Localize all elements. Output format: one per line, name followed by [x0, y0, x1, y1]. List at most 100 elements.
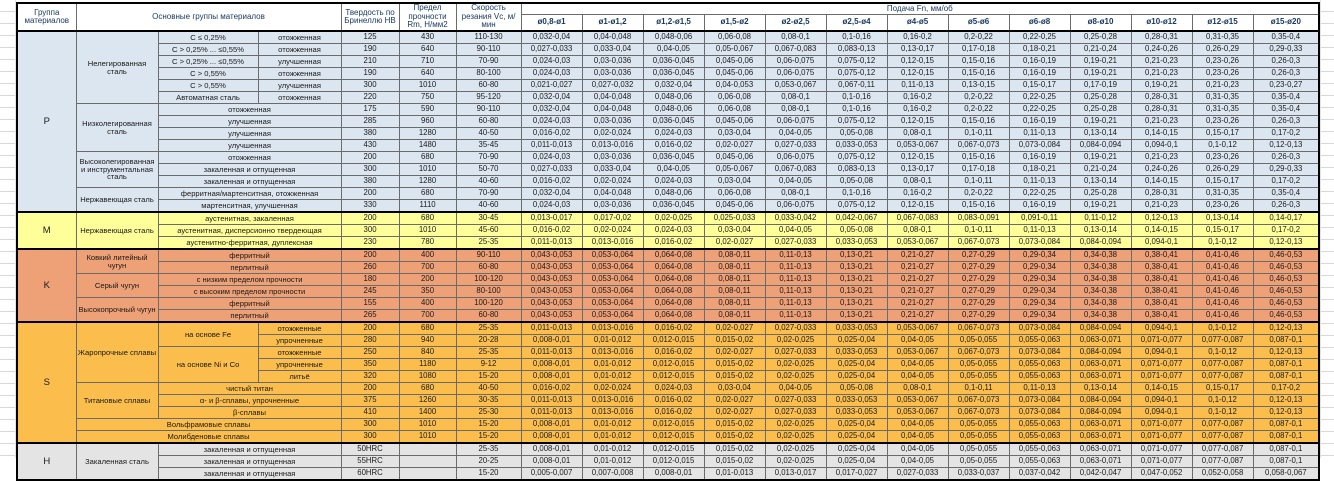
feed-cell[interactable]: 0,02-0,025	[764, 442, 827, 456]
feed-cell[interactable]: 0,017-0,02	[581, 211, 644, 225]
cutting-speed-cell[interactable]: 25-35	[455, 321, 522, 335]
strength-cell[interactable]: 680	[398, 211, 457, 225]
header-diameter[interactable]: ø8-ø10	[1069, 13, 1132, 32]
feed-cell[interactable]: 0,26-0,3	[1252, 55, 1320, 68]
feed-cell[interactable]: 0,08-0,11	[703, 297, 766, 310]
feed-cell[interactable]: 0,033-0,037	[947, 467, 1010, 481]
feed-cell[interactable]: 0,067-0,073	[947, 346, 1010, 359]
feed-cell[interactable]: 0,15-0,17	[1191, 175, 1254, 188]
feed-cell[interactable]: 0,15-0,17	[1008, 79, 1071, 92]
feed-cell[interactable]: 0,027-0,032	[581, 79, 644, 92]
feed-cell[interactable]: 0,29-0,33	[1252, 43, 1320, 56]
feed-cell[interactable]: 0,036-0,045	[642, 55, 705, 68]
feed-cell[interactable]: 0,015-0,02	[703, 334, 766, 347]
feed-cell[interactable]: 0,21-0,27	[886, 297, 949, 310]
header-diameter[interactable]: ø15-ø20	[1252, 13, 1320, 32]
feed-cell[interactable]: 0,042-0,067	[825, 211, 888, 225]
feed-cell[interactable]: 0,027-0,033	[764, 236, 827, 250]
feed-cell[interactable]: 0,027-0,033	[764, 394, 827, 407]
hardness-cell[interactable]: 300	[340, 430, 400, 444]
feed-cell[interactable]: 0,077-0,087	[1191, 442, 1254, 456]
feed-cell[interactable]: 0,048-0,06	[642, 103, 705, 116]
strength-cell[interactable]: 1010	[398, 224, 457, 237]
feed-cell[interactable]: 0,22-0,25	[1008, 30, 1071, 44]
feed-cell[interactable]: 0,46-0,53	[1252, 297, 1320, 310]
feed-cell[interactable]: 0,08-0,1	[764, 103, 827, 116]
feed-cell[interactable]: 0,073-0,084	[1008, 406, 1071, 419]
feed-cell[interactable]: 0,14-0,15	[1130, 175, 1193, 188]
feed-cell[interactable]: 0,04-0,05	[886, 358, 949, 371]
feed-cell[interactable]: 0,23-0,26	[1191, 55, 1254, 68]
feed-cell[interactable]: 0,033-0,053	[825, 394, 888, 407]
feed-cell[interactable]: 0,03-0,036	[581, 67, 644, 80]
header-diameter[interactable]: ø12-ø15	[1191, 13, 1254, 32]
feed-cell[interactable]: 0,008-0,01	[520, 334, 583, 347]
feed-cell[interactable]: 0,04-0,05	[886, 455, 949, 468]
feed-cell[interactable]: 0,11-0,13	[764, 248, 827, 262]
feed-cell[interactable]: 0,17-0,2	[1252, 127, 1320, 140]
feed-cell[interactable]: 0,25-0,28	[1069, 91, 1132, 104]
feed-cell[interactable]: 0,067-0,083	[886, 211, 949, 225]
material-label-cell[interactable]: C ≤ 0,25%	[157, 30, 259, 44]
hardness-cell[interactable]: 55HRC	[340, 455, 400, 468]
feed-cell[interactable]: 0,015-0,02	[703, 455, 766, 468]
feed-cell[interactable]: 0,02-0,027	[703, 236, 766, 250]
feed-cell[interactable]: 0,067-0,11	[825, 79, 888, 92]
feed-cell[interactable]: 0,055-0,063	[1008, 442, 1071, 456]
feed-cell[interactable]: 0,2-0,22	[947, 103, 1010, 116]
feed-cell[interactable]: 0,064-0,08	[642, 273, 705, 286]
feed-cell[interactable]: 0,084-0,094	[1069, 346, 1132, 359]
feed-cell[interactable]: 0,11-0,13	[764, 309, 827, 323]
feed-cell[interactable]: 0,02-0,024	[581, 127, 644, 140]
feed-cell[interactable]: 0,11-0,13	[764, 297, 827, 310]
feed-cell[interactable]: 0,042-0,047	[1069, 467, 1132, 481]
feed-cell[interactable]: 0,41-0,46	[1191, 248, 1254, 262]
feed-cell[interactable]: 0,015-0,02	[703, 442, 766, 456]
strength-cell[interactable]: 1280	[398, 175, 457, 188]
feed-cell[interactable]: 0,025-0,04	[825, 430, 888, 444]
feed-cell[interactable]: 0,26-0,3	[1252, 199, 1320, 213]
hardness-cell[interactable]: 375	[340, 394, 400, 407]
feed-cell[interactable]: 0,19-0,21	[1069, 199, 1132, 213]
feed-cell[interactable]: 0,26-0,29	[1191, 163, 1254, 176]
material-label-cell[interactable]: перлитный	[157, 261, 342, 274]
cutting-speed-cell[interactable]: 90-110	[455, 43, 522, 56]
cutting-speed-cell[interactable]: 60-80	[455, 115, 522, 128]
feed-cell[interactable]: 0,024-0,03	[520, 115, 583, 128]
feed-cell[interactable]: 0,013-0,017	[520, 211, 583, 225]
feed-cell[interactable]: 0,045-0,06	[703, 55, 766, 68]
header-diameter[interactable]: ø0,8-ø1	[520, 13, 583, 32]
feed-cell[interactable]: 0,34-0,38	[1069, 248, 1132, 262]
feed-cell[interactable]: 0,06-0,075	[764, 151, 827, 164]
material-label-cell[interactable]: литьё	[257, 370, 342, 383]
material-label-cell[interactable]: C > 0,25% ... ≤0,55%	[157, 55, 259, 68]
feed-cell[interactable]: 0,46-0,53	[1252, 309, 1320, 323]
feed-cell[interactable]: 0,08-0,1	[764, 30, 827, 44]
feed-cell[interactable]: 0,21-0,24	[1069, 163, 1132, 176]
feed-cell[interactable]: 0,24-0,26	[1130, 163, 1193, 176]
feed-cell[interactable]: 0,04-0,05	[886, 334, 949, 347]
feed-cell[interactable]: 0,013-0,016	[581, 321, 644, 335]
feed-cell[interactable]: 0,06-0,08	[703, 91, 766, 104]
feed-cell[interactable]: 0,12-0,13	[1252, 394, 1320, 407]
feed-cell[interactable]: 0,46-0,53	[1252, 261, 1320, 274]
hardness-cell[interactable]: 300	[340, 163, 400, 176]
feed-cell[interactable]: 0,094-0,1	[1130, 394, 1193, 407]
feed-cell[interactable]: 0,1-0,12	[1191, 139, 1254, 152]
feed-cell[interactable]: 0,094-0,1	[1130, 139, 1193, 152]
cutting-speed-cell[interactable]: 80-100	[455, 67, 522, 80]
feed-cell[interactable]: 0,15-0,17	[1191, 127, 1254, 140]
feed-cell[interactable]: 0,13-0,21	[825, 297, 888, 310]
feed-cell[interactable]: 0,12-0,15	[886, 199, 949, 213]
feed-cell[interactable]: 0,04-0,05	[642, 163, 705, 176]
hardness-cell[interactable]: 265	[340, 309, 400, 323]
feed-cell[interactable]: 0,063-0,071	[1069, 430, 1132, 444]
hardness-cell[interactable]: 125	[340, 30, 400, 44]
feed-cell[interactable]: 0,17-0,18	[947, 163, 1010, 176]
feed-cell[interactable]: 0,025-0,04	[825, 442, 888, 456]
material-label-cell[interactable]: улучшенная	[157, 115, 342, 128]
feed-cell[interactable]: 0,053-0,067	[886, 139, 949, 152]
cutting-speed-cell[interactable]: 15-20	[455, 467, 522, 481]
header-diameter[interactable]: ø10-ø12	[1130, 13, 1193, 32]
strength-cell[interactable]: 1400	[398, 406, 457, 419]
